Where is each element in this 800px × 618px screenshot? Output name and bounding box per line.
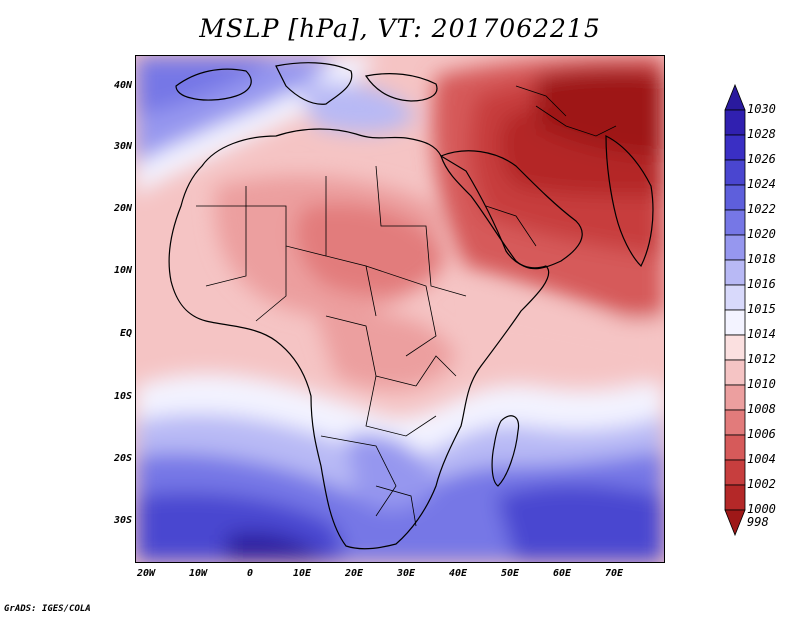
x-tick-label: 70E bbox=[604, 568, 624, 579]
colorbar-segment bbox=[724, 234, 746, 261]
mslp-map[interactable] bbox=[135, 55, 665, 563]
x-tick-label: 30E bbox=[396, 568, 416, 579]
colorbar-segment bbox=[724, 159, 746, 186]
colorbar-segment bbox=[724, 434, 746, 461]
colorbar-segment bbox=[724, 209, 746, 236]
colorbar-label: 1022 bbox=[747, 202, 776, 216]
colorbar-label: 1016 bbox=[747, 277, 776, 291]
colorbar-label: 1002 bbox=[747, 477, 776, 491]
mslp-field bbox=[136, 56, 664, 562]
x-tick-label: 50E bbox=[500, 568, 520, 579]
borders bbox=[196, 85, 617, 527]
colorbar-segment bbox=[724, 384, 746, 411]
colorbar-label: 1024 bbox=[747, 177, 776, 191]
x-tick-label: 0 bbox=[246, 568, 254, 579]
y-tick-label: 30S bbox=[113, 515, 132, 526]
colorbar-segment bbox=[724, 109, 746, 136]
y-tick-label: 40N bbox=[113, 80, 132, 91]
colorbar-label: 1030 bbox=[747, 102, 776, 116]
colorbar-segment bbox=[724, 284, 746, 311]
colorbar-label: 1015 bbox=[747, 302, 776, 316]
colorbar-segment bbox=[724, 83, 746, 111]
colorbar-segment bbox=[724, 334, 746, 361]
colorbar-label: 1008 bbox=[747, 402, 776, 416]
colorbar-segment bbox=[724, 309, 746, 336]
colorbar-segment bbox=[724, 359, 746, 386]
colorbar-label: 1010 bbox=[747, 377, 776, 391]
x-tick-label: 40E bbox=[448, 568, 468, 579]
colorbar-label: 1000 bbox=[747, 502, 776, 516]
field-blobs bbox=[136, 56, 664, 562]
y-tick-label: 10N bbox=[113, 265, 132, 276]
y-tick-label: 20S bbox=[113, 453, 132, 464]
y-tick-label: EQ bbox=[119, 328, 132, 339]
colorbar-label: 1026 bbox=[747, 152, 776, 166]
colorbar bbox=[724, 83, 746, 537]
colorbar-segment bbox=[724, 484, 746, 511]
colorbar-segment bbox=[724, 184, 746, 211]
colorbar-label: 1004 bbox=[747, 452, 776, 466]
x-tick-label: 10W bbox=[188, 568, 208, 579]
colorbar-segment bbox=[724, 509, 746, 537]
colorbar-label: 998 bbox=[747, 514, 769, 529]
y-tick-label: 20N bbox=[113, 203, 132, 214]
x-tick-label: 20E bbox=[344, 568, 364, 579]
chart-title: MSLP [hPa], VT: 2017062215 bbox=[199, 14, 601, 43]
colorbar-segment bbox=[724, 259, 746, 286]
colorbar-segment bbox=[724, 459, 746, 486]
y-tick-label: 30N bbox=[113, 141, 132, 152]
colorbar-label: 1028 bbox=[747, 127, 776, 141]
x-tick-label: 60E bbox=[552, 568, 572, 579]
colorbar-label: 1020 bbox=[747, 227, 776, 241]
colorbar-label: 1018 bbox=[747, 252, 776, 266]
credit-text: GrADS: IGES/COLA bbox=[4, 604, 91, 614]
colorbar-label: 1012 bbox=[747, 352, 776, 366]
colorbar-segment bbox=[724, 134, 746, 161]
colorbar-segment bbox=[724, 409, 746, 436]
colorbar-label: 1014 bbox=[747, 327, 776, 341]
x-tick-label: 20W bbox=[136, 568, 156, 579]
coastlines bbox=[168, 62, 654, 550]
x-tick-label: 10E bbox=[292, 568, 312, 579]
colorbar-label: 1006 bbox=[747, 427, 776, 441]
y-tick-label: 10S bbox=[113, 391, 132, 402]
